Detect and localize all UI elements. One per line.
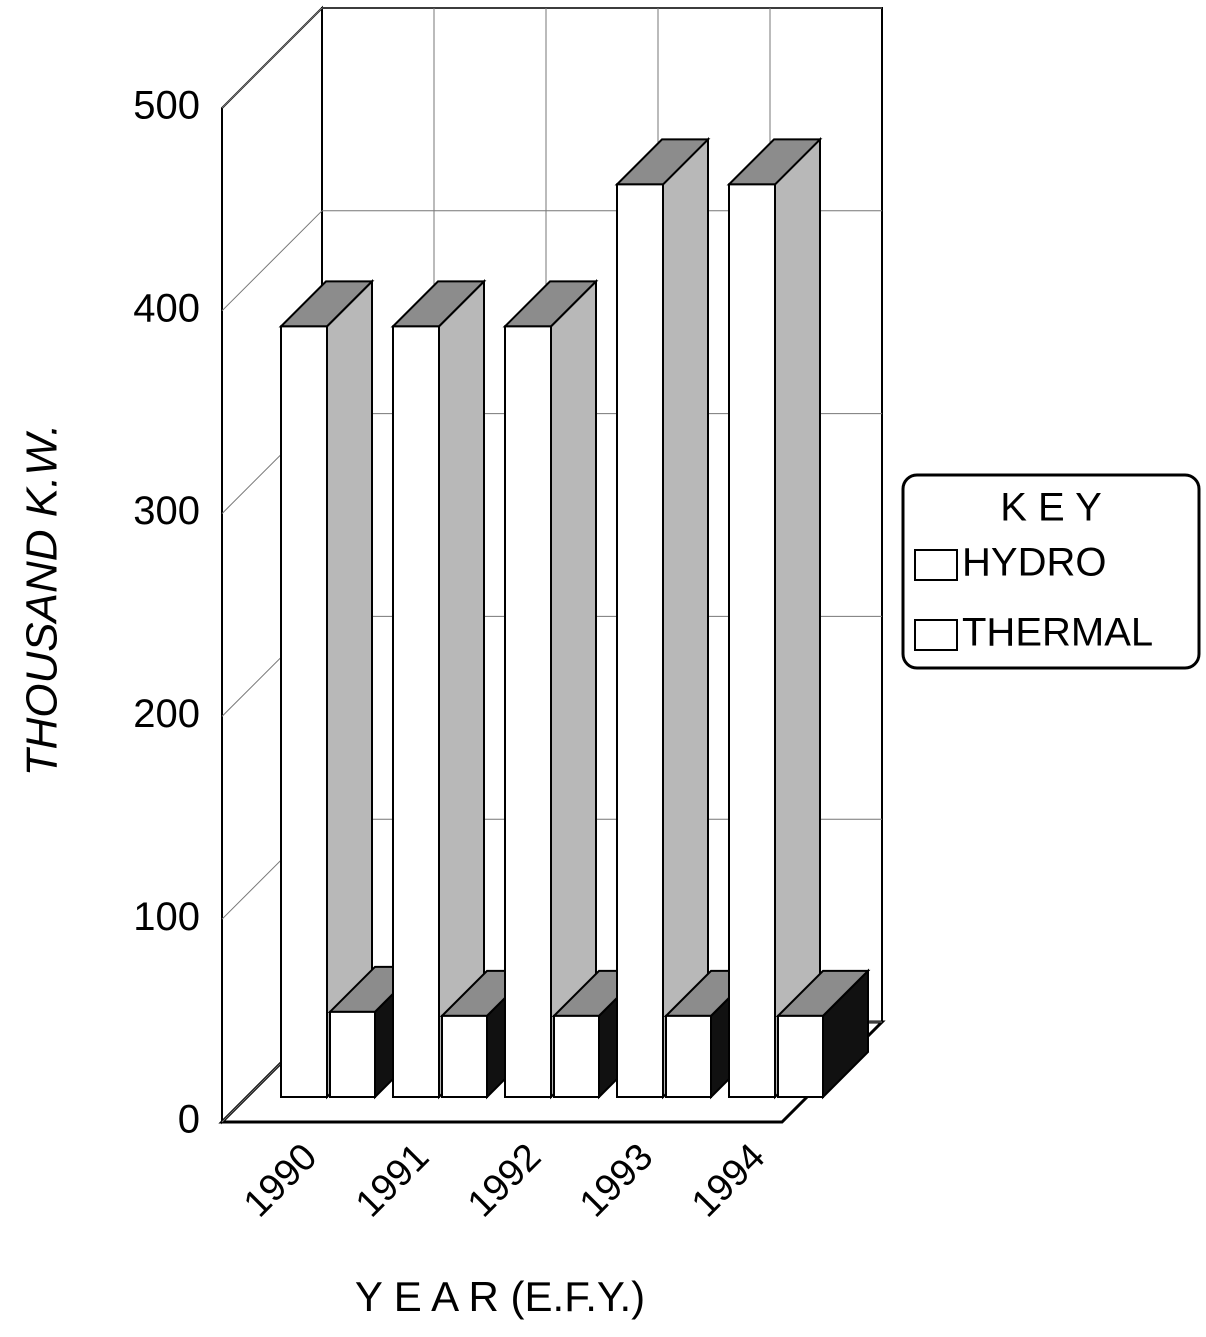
legend-title: K E Y [1000,486,1102,530]
legend-swatch [914,549,958,581]
y-tick-label: 400 [133,286,200,330]
x-axis-label: Y E A R (E.F.Y.) [355,1273,645,1320]
bar-side [438,278,485,1100]
bar-front [553,1014,600,1098]
grid-line [221,210,323,312]
bar-front [329,1010,376,1098]
bar [726,136,823,1100]
legend-swatch [914,619,958,651]
bar-front [280,325,328,1098]
bar-side [774,136,821,1100]
x-tick-label: 1992 [460,1136,549,1225]
legend-box [901,473,1201,670]
bar [614,136,711,1100]
bar [775,968,871,1100]
bar [502,278,599,1100]
bar [390,278,487,1100]
bar-front [441,1014,488,1098]
bar-side [326,278,373,1100]
y-tick-label: 200 [133,692,200,736]
bar-front [392,325,440,1098]
bar-front [777,1014,824,1098]
x-tick-label: 1993 [572,1136,661,1225]
y-tick-label: 500 [133,84,200,128]
bar-side [550,278,597,1100]
y-tick-label: 0 [178,1098,200,1142]
bar-front [616,183,664,1098]
bar-front [728,183,776,1098]
legend-label: THERMAL [962,611,1153,655]
legend-label: HYDRO [962,541,1106,585]
x-tick-label: 1990 [236,1136,325,1225]
x-tick-label: 1994 [684,1136,773,1225]
y-tick-label: 300 [133,489,200,533]
bar-side [662,136,709,1100]
bar-front [504,325,552,1098]
bar [278,278,375,1100]
y-axis-label: THOUSAND K.W. [18,424,67,777]
y-tick-label: 100 [133,895,200,939]
bar-front [665,1014,712,1098]
grid-line [221,7,323,109]
x-tick-label: 1991 [348,1136,437,1225]
